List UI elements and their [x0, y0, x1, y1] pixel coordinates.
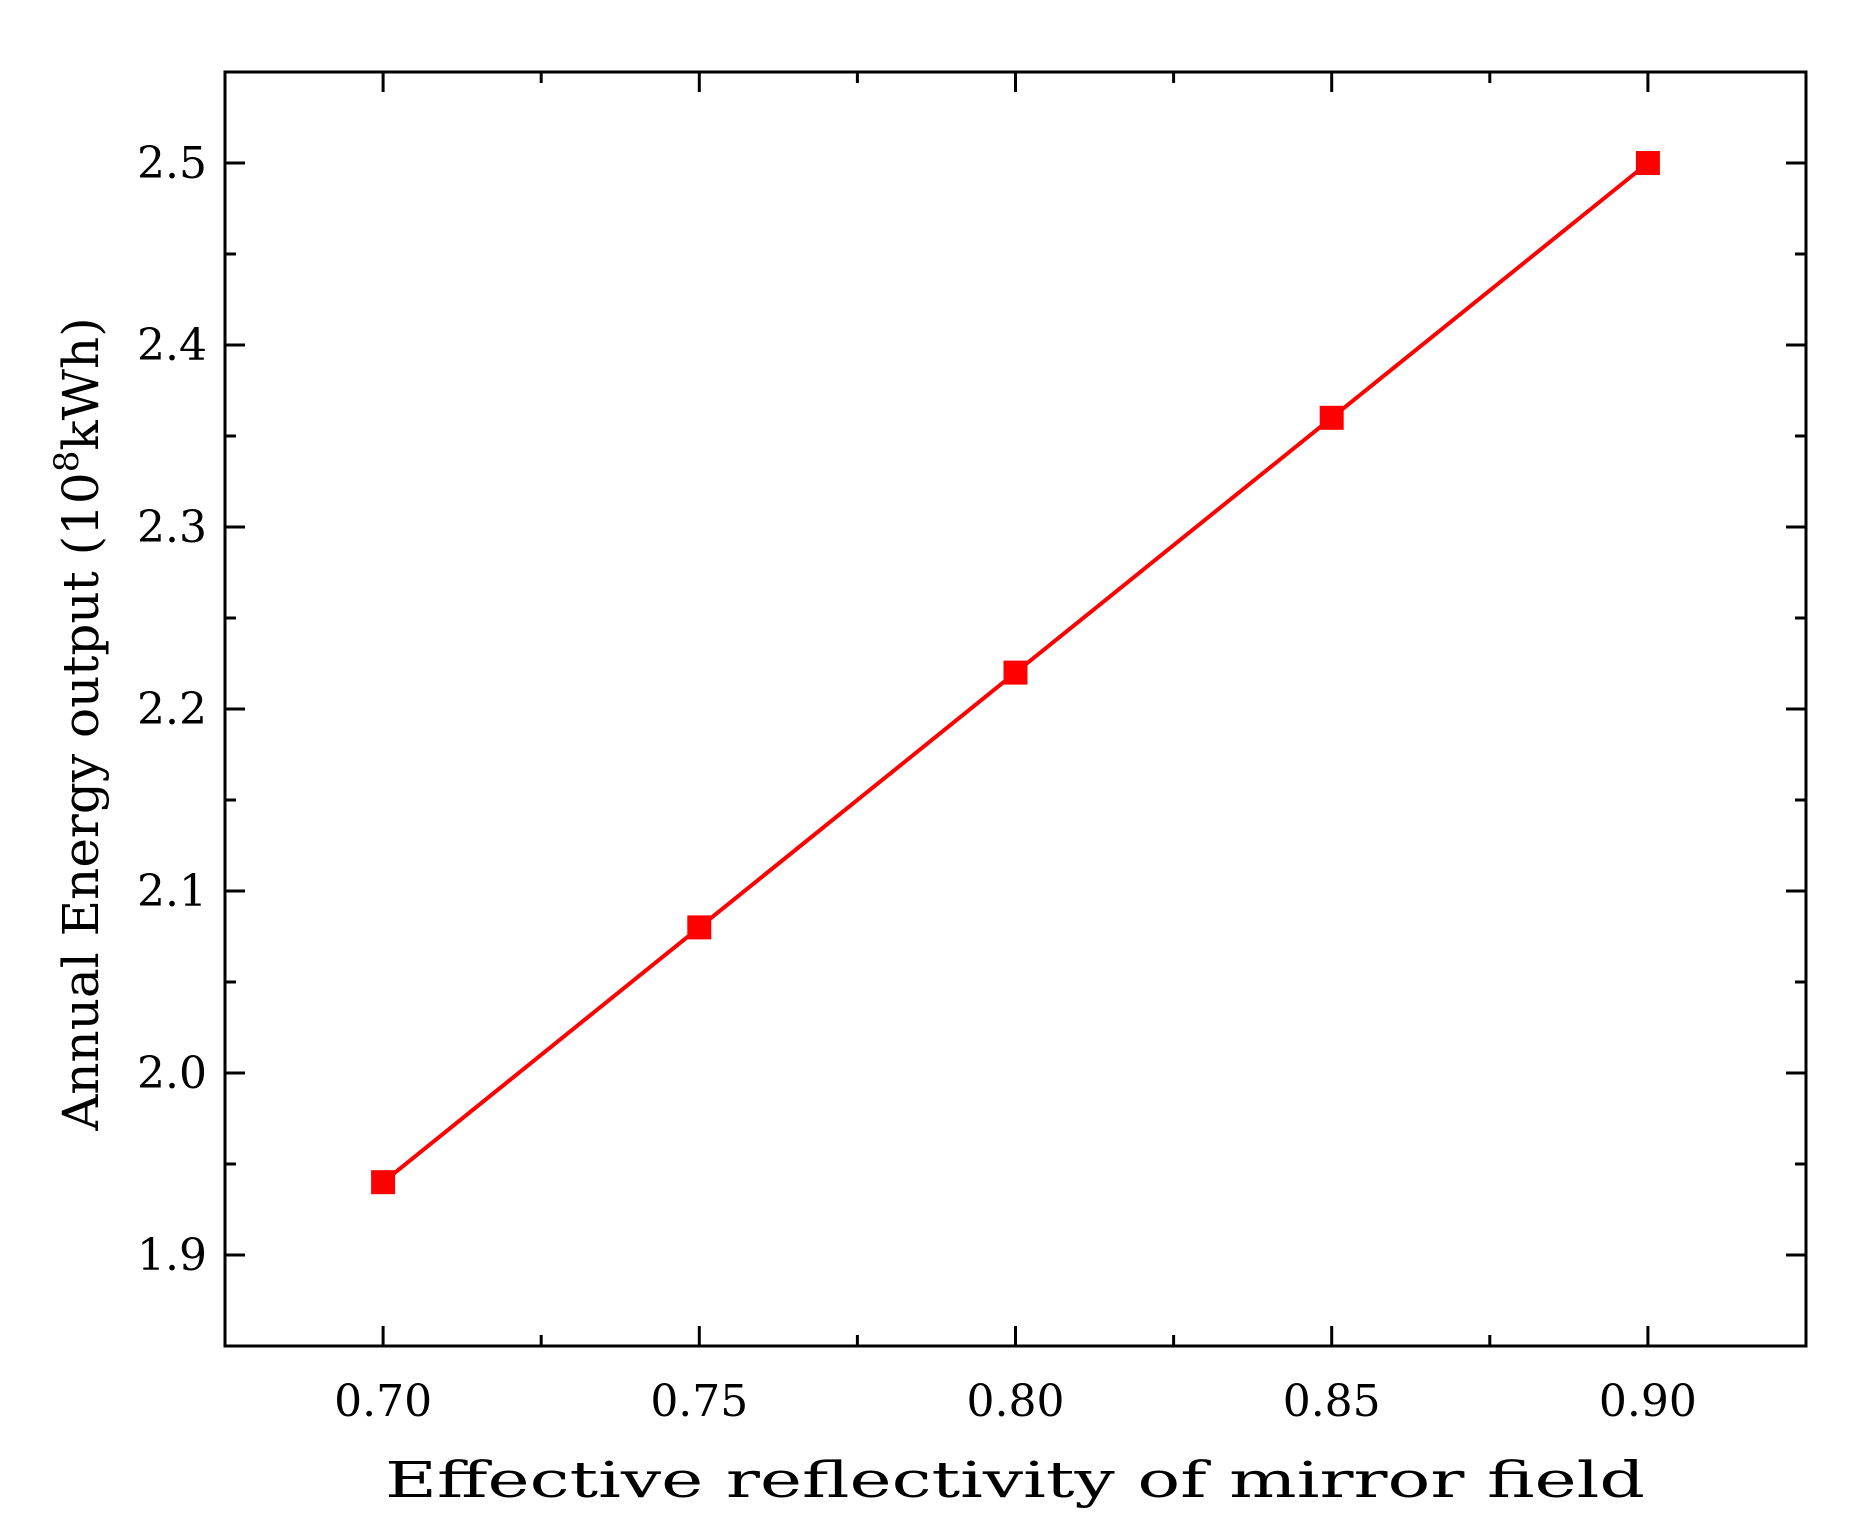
x-axis-title: Effective reflectivity of mirror field [385, 1451, 1645, 1509]
y-tick-label: 2.4 [137, 320, 207, 371]
y-tick-label: 2.1 [137, 866, 207, 917]
y-axis-title-unit-close: kWh) [52, 317, 110, 450]
y-axis-title-unit-exponent: 8 [47, 451, 87, 473]
data-point-marker [371, 1170, 396, 1195]
x-tick-label: 0.75 [650, 1376, 748, 1427]
plot-frame [223, 70, 1808, 1348]
y-axis-title-main: Annual Energy output [52, 555, 110, 1131]
y-tick-label: 1.9 [137, 1230, 207, 1281]
y-axis-title: Annual Energy output (108kWh) [47, 317, 110, 1132]
data-point-marker [1003, 660, 1028, 685]
y-tick-labels: 1.9 2.0 2.1 2.2 2.3 2.4 2.5 [137, 138, 207, 1281]
series-layer [371, 151, 1660, 1195]
data-point-marker [1319, 405, 1344, 430]
x-tick-labels: 0.70 0.75 0.80 0.85 0.90 [334, 1376, 1697, 1427]
data-point-marker [687, 915, 712, 940]
y-tick-label: 2.2 [137, 684, 207, 735]
data-point-marker [1635, 151, 1660, 175]
x-tick-label: 0.90 [1599, 1376, 1697, 1427]
x-tick-label: 0.85 [1283, 1376, 1381, 1427]
x-tick-label: 0.70 [334, 1376, 432, 1427]
y-tick-label: 2.5 [137, 138, 207, 189]
y-tick-label: 2.0 [137, 1048, 207, 1099]
y-axis-title-unit-open: (10 [52, 472, 110, 555]
x-tick-label: 0.80 [967, 1376, 1065, 1427]
y-tick-label: 2.3 [137, 502, 207, 553]
